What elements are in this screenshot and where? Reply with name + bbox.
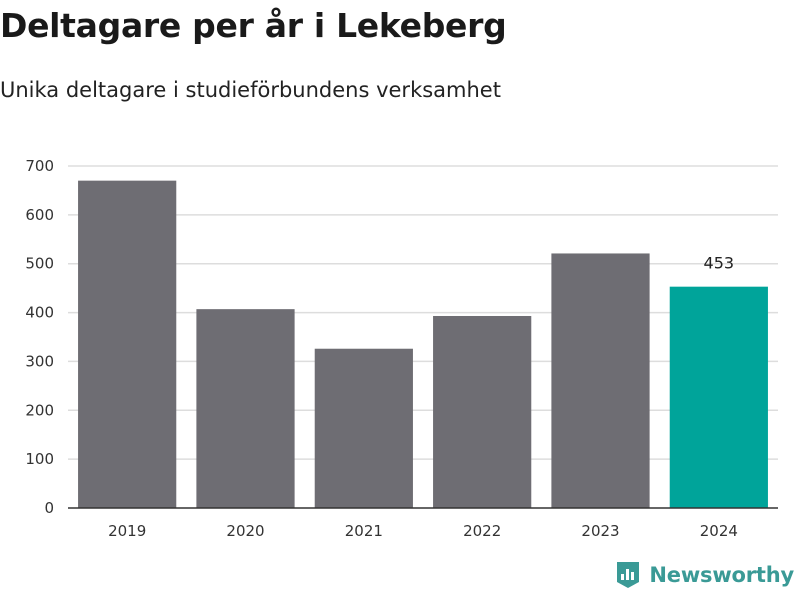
x-tick-label: 2024: [700, 522, 738, 540]
bar: [433, 315, 532, 508]
bar: [196, 309, 295, 508]
newsworthy-logo-icon: [617, 562, 640, 588]
y-tick-label: 400: [25, 304, 54, 322]
y-tick-label: 0: [44, 499, 54, 517]
y-tick-label: 200: [25, 401, 54, 419]
brand-logo: Newsworthy: [615, 560, 794, 590]
y-tick-label: 100: [25, 450, 54, 468]
brand-name: Newsworthy: [649, 563, 794, 587]
x-tick-label: 2023: [581, 522, 619, 540]
x-tick-label: 2021: [345, 522, 383, 540]
y-tick-label: 300: [25, 352, 54, 370]
bar-highlight: [669, 286, 768, 508]
bar: [78, 180, 177, 508]
x-tick-label: 2022: [463, 522, 501, 540]
data-label: 453: [704, 254, 735, 273]
bar: [314, 348, 413, 508]
y-tick-label: 700: [25, 157, 54, 175]
x-tick-label: 2019: [108, 522, 146, 540]
y-tick-label: 500: [25, 255, 54, 273]
x-tick-label: 2020: [226, 522, 264, 540]
bar: [551, 253, 650, 508]
chart-subtitle: Unika deltagare i studieförbundens verks…: [0, 78, 501, 102]
chart-title: Deltagare per år i Lekeberg: [0, 6, 507, 45]
y-tick-label: 600: [25, 206, 54, 224]
